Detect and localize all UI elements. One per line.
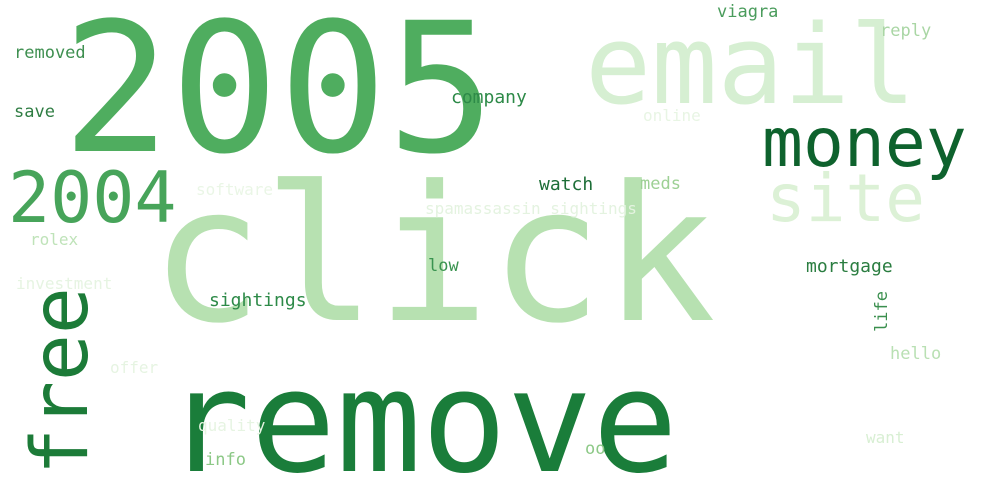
word-money: money [762, 104, 967, 183]
word-reply: reply [880, 21, 932, 41]
word-quality: quality [198, 416, 266, 435]
word-oo: oo [585, 439, 606, 459]
word-save: save [14, 102, 55, 122]
word-remove: remove [165, 340, 678, 500]
word-company: company [451, 87, 527, 108]
word-low: low [428, 256, 459, 276]
word-watch: watch [539, 174, 594, 195]
word-investment: investment [16, 274, 113, 293]
word-software: software [196, 180, 274, 199]
word-click: click [150, 146, 716, 365]
word-meds: meds [640, 174, 681, 194]
word-2004: 2004 [8, 157, 177, 239]
word-info: info [205, 450, 246, 470]
word-want: want [866, 428, 905, 447]
word-offer: offer [110, 358, 159, 377]
word-sightings: sightings [209, 290, 307, 311]
word-viagra: viagra [717, 2, 779, 22]
word-site: site [766, 160, 925, 237]
word-spamassassin-sightings: spamassassin sightings [425, 199, 637, 218]
word-email: email [585, 1, 917, 129]
word-mortgage: mortgage [806, 256, 893, 277]
word-free: free [16, 287, 106, 475]
word-hello: hello [890, 344, 942, 364]
word-life: life [872, 291, 892, 332]
word-rolex: rolex [30, 230, 79, 249]
word-removed: removed [14, 43, 86, 63]
word-2005: 2005 [62, 0, 496, 194]
word-online: online [643, 106, 701, 125]
